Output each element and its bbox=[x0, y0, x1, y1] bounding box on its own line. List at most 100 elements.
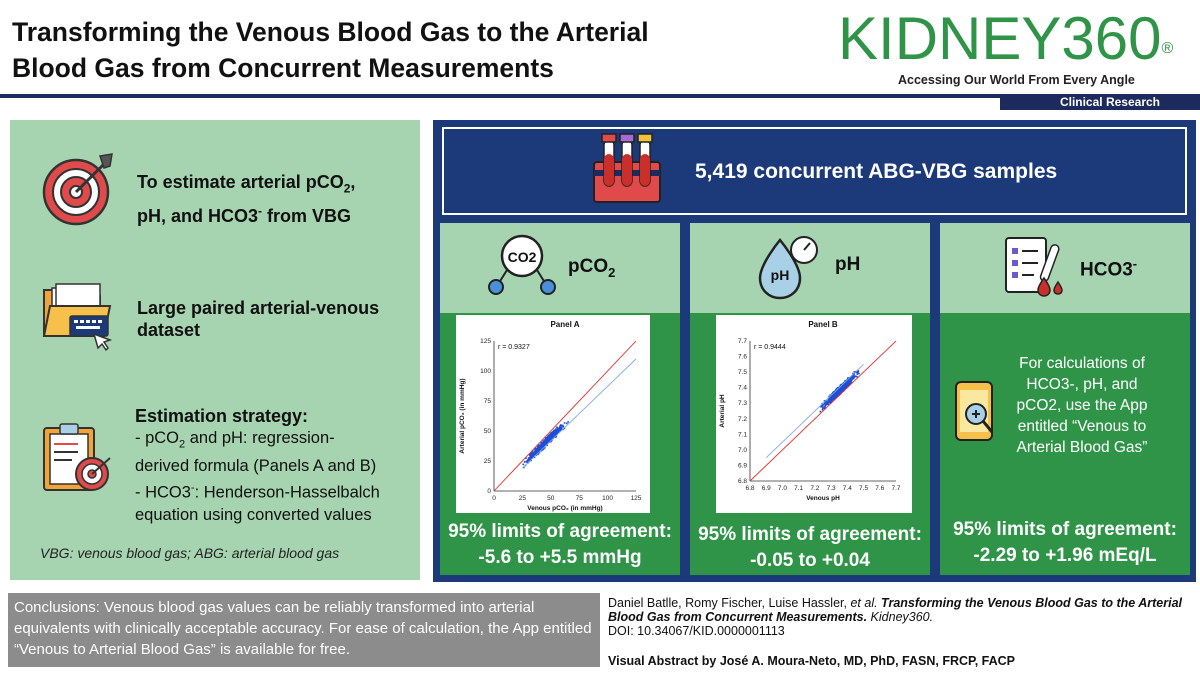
data-point bbox=[537, 453, 539, 456]
data-point bbox=[560, 424, 562, 427]
abbreviation-footnote: VBG: venous blood gas; ABG: arterial blo… bbox=[40, 545, 340, 561]
data-point bbox=[830, 400, 832, 403]
brand-tagline: Accessing Our World From Every Angle bbox=[898, 73, 1135, 87]
data-point bbox=[834, 388, 837, 391]
data-point bbox=[834, 395, 836, 398]
data-point bbox=[550, 438, 553, 441]
y-tick-label: 0 bbox=[487, 488, 491, 495]
data-point bbox=[823, 403, 826, 405]
data-point bbox=[823, 406, 825, 409]
data-point bbox=[822, 407, 824, 410]
data-point bbox=[847, 380, 850, 383]
data-point bbox=[541, 446, 544, 448]
co2-molecule-icon: CO2 bbox=[488, 234, 556, 295]
data-point bbox=[556, 429, 558, 432]
test-tubes-icon bbox=[593, 133, 661, 203]
data-point bbox=[835, 394, 838, 396]
data-point bbox=[538, 445, 541, 448]
data-point bbox=[554, 430, 556, 433]
data-point bbox=[559, 426, 561, 428]
citation: Daniel Batlle, Romy Fischer, Luise Hassl… bbox=[608, 596, 1183, 638]
data-point bbox=[543, 446, 546, 449]
smartphone-app-icon bbox=[955, 381, 994, 441]
data-point bbox=[850, 379, 852, 381]
data-point bbox=[835, 390, 838, 393]
data-point bbox=[848, 380, 851, 383]
data-point bbox=[540, 441, 542, 444]
data-point bbox=[856, 373, 859, 375]
regression-line bbox=[765, 364, 864, 458]
data-point bbox=[542, 440, 545, 443]
conclusion-box: Conclusions: Venous blood gas values can… bbox=[8, 593, 600, 667]
hco3-header bbox=[940, 223, 1190, 313]
data-point bbox=[529, 453, 532, 456]
data-point bbox=[849, 377, 852, 380]
app-recommendation: For calculations of HCO3-, pH, and pCO2,… bbox=[1016, 355, 1148, 456]
svg-text:CO2: CO2 bbox=[508, 249, 537, 265]
data-point bbox=[829, 401, 832, 404]
data-point bbox=[531, 451, 534, 453]
data-point bbox=[556, 428, 559, 431]
strategy-text: Estimation strategy: - pCO2 and pH: regr… bbox=[135, 406, 380, 524]
data-point bbox=[829, 399, 831, 402]
data-point bbox=[831, 395, 834, 397]
y-tick-label: 50 bbox=[484, 428, 492, 435]
data-point bbox=[850, 381, 853, 384]
data-point bbox=[853, 377, 855, 380]
x-tick-label: 7.1 bbox=[794, 485, 803, 492]
data-point bbox=[536, 449, 538, 451]
data-point bbox=[554, 434, 557, 437]
data-point bbox=[840, 389, 843, 392]
data-point bbox=[540, 445, 543, 447]
data-point bbox=[856, 372, 859, 374]
data-point bbox=[825, 403, 828, 405]
y-tick-label: 7.0 bbox=[738, 447, 747, 454]
data-point bbox=[834, 394, 837, 397]
data-point bbox=[553, 433, 555, 436]
section-label: Clinical Research bbox=[1059, 95, 1160, 109]
aim-text: To estimate arterial pCO2, pH, and HCO3-… bbox=[137, 172, 356, 226]
data-point bbox=[842, 389, 845, 391]
data-point bbox=[537, 443, 540, 446]
data-point bbox=[542, 445, 544, 448]
data-point bbox=[832, 394, 835, 397]
data-point bbox=[545, 442, 548, 445]
data-point bbox=[567, 421, 569, 423]
data-point bbox=[535, 450, 538, 453]
x-tick-label: 75 bbox=[576, 495, 584, 502]
data-point bbox=[856, 376, 859, 378]
panel-a-svg: 0 25 50 75 100 125 0 25 50 75 100 125 Panel A r = 0.9… bbox=[459, 320, 642, 512]
correlation-annotation: r = 0.9444 bbox=[754, 344, 786, 351]
data-point bbox=[558, 427, 560, 430]
svg-text:pH: pH bbox=[771, 267, 790, 283]
data-point bbox=[560, 427, 563, 429]
data-point bbox=[845, 385, 848, 388]
x-tick-label: 7.7 bbox=[891, 485, 900, 492]
strategy-clipboard-icon bbox=[43, 423, 111, 491]
data-point bbox=[839, 384, 842, 387]
x-tick-label: 7.3 bbox=[827, 485, 836, 492]
data-point bbox=[547, 438, 550, 441]
x-tick-label: 6.9 bbox=[762, 485, 771, 492]
data-point bbox=[838, 389, 841, 391]
y-tick-label: 25 bbox=[484, 458, 492, 465]
y-tick-label: 125 bbox=[480, 338, 491, 345]
data-point bbox=[838, 393, 841, 395]
data-point bbox=[533, 453, 535, 455]
data-point bbox=[537, 448, 539, 451]
data-point bbox=[529, 457, 532, 459]
data-point bbox=[532, 454, 535, 457]
data-point bbox=[828, 400, 830, 402]
data-point bbox=[840, 391, 842, 393]
data-point bbox=[537, 445, 539, 448]
data-point bbox=[825, 400, 827, 403]
data-point bbox=[844, 383, 846, 386]
data-point bbox=[833, 398, 835, 401]
panel-a-chart: 0 25 50 75 100 125 0 25 50 75 100 125 Panel A r = 0.9… bbox=[456, 315, 650, 513]
data-point bbox=[540, 442, 543, 445]
y-tick-label: 6.9 bbox=[738, 462, 747, 469]
x-tick-label: 50 bbox=[547, 495, 555, 502]
data-point bbox=[542, 444, 544, 447]
data-point bbox=[553, 431, 555, 434]
data-point bbox=[830, 399, 833, 402]
